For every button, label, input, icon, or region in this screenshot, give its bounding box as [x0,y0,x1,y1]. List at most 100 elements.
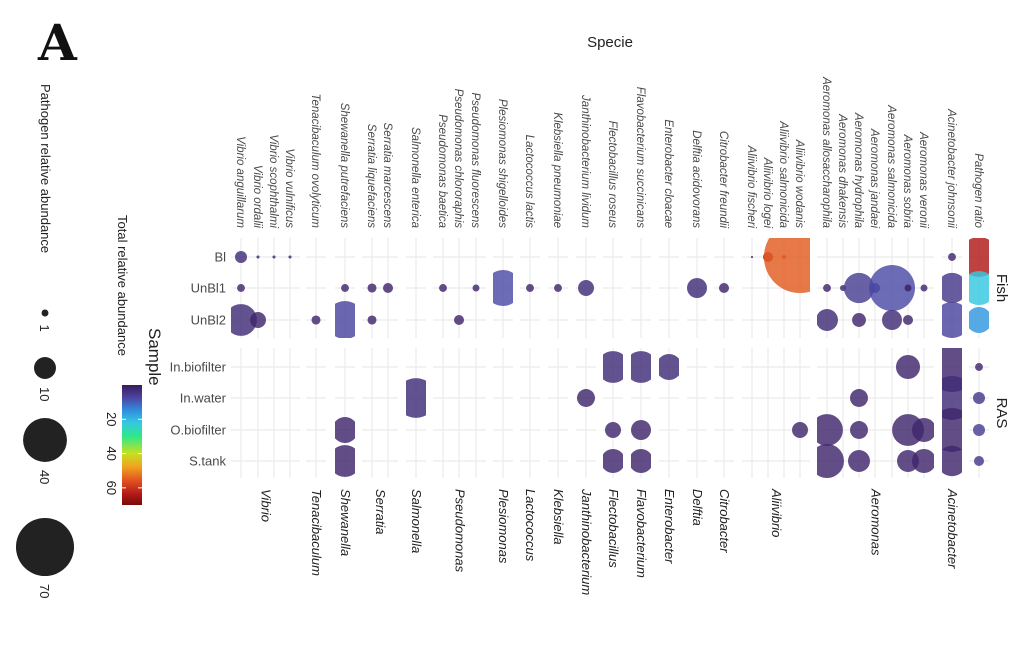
bubble-enterobacter-cloacae-in-biofilter [659,354,679,380]
species-label-acinetobacter-johnsonii: Acinetobacter johnsonii [945,108,957,228]
species-label-klebsiella-pneumoniae: Klebsiella pneumoniae [551,112,563,228]
bubble-shewanella-putrefaciens-s-tank [335,445,355,477]
bubble-acinetobacter-johnsonii-unbl2 [942,301,962,338]
bubble-flavobacterium-succinicans-s-tank [631,448,651,474]
species-label-salmonella-enterica: Salmonella enterica [409,127,421,228]
species-label-plesiomonas-shigelloides: Plesiomonas shigelloides [496,99,508,228]
species-label-vibrio-scophthalmi: Vibrio scophthalmi [267,134,279,228]
bubble-aeromonas-sobria-in-biofilter [895,354,921,380]
species-label-serratia-marcescens: Serratia marcescens [381,123,393,229]
genus-label-salmonella: Salmonella [409,489,424,553]
bubble-acinetobacter-johnsonii-s-tank [942,445,962,477]
size-legend-circle [34,357,56,379]
bubble-pathogen-ratio-unbl2 [969,307,989,333]
bubble-lactococcus-lactis-unbl1 [526,284,534,292]
genus-label-flectobacillus: Flectobacillus [606,489,621,568]
bubble-delftia-acidovorans-unbl1 [687,278,707,298]
size-legend-title: Pathogen relative abundance [38,84,53,253]
bubble-aeromonas-veronii-unbl1 [920,284,928,292]
colorbar-tick-label: 60 [104,481,119,495]
bubble-pseudomonas-baetica-unbl1 [439,284,447,292]
bubble-janthinobacterium-lividum-in-water [577,389,595,407]
bubbles [231,238,989,478]
colorbar-tick-label: 40 [104,446,119,460]
bubble-pseudomonas-fluorescens-unbl1 [472,284,480,292]
bubble-serratia-marcescens-unbl1 [382,282,394,294]
bubble-vibrio-anguillarum-unbl1 [237,284,245,292]
species-label-janthinobacterium-lividum: Janthinobacterium lividum [579,94,591,228]
size-legend-label: 10 [37,387,52,401]
bubble-vibrio-vulnificus-bl [288,255,292,259]
size-legend-circle [23,418,67,462]
bubble-tenacibaculum-ovolyticum-unbl2 [311,315,321,325]
species-label-shewanella-putrefaciens: Shewanella putrefaciens [338,103,350,229]
species-labels: Vibrio anguillarum Vibrio ordalii Vibrio s… [234,76,984,228]
genus-label-enterobacter: Enterobacter [662,489,677,564]
species-label-enterobacter-cloacae: Enterobacter cloacae [662,119,674,228]
bubble-aeromonas-hydrophila-s-tank [848,450,870,472]
bubble-pathogen-ratio-in-biofilter [975,363,983,371]
bubble-aeromonas-hydrophila-unbl1 [843,272,875,304]
facet-strip-labels: Fish RAS [993,274,1010,429]
bubble-aeromonas-salmonicida-unbl1 [868,264,916,312]
bubble-aeromonas-allosaccharophila-unbl2 [817,309,838,331]
size-legend: Pathogen relative abundance 1 10 40 70 [15,84,75,599]
bubble-pathogen-ratio-in-water [972,391,986,405]
sample-label-bl: Bl [214,250,226,265]
bubble-vibrio-anguillarum-bl [234,250,248,264]
sample-label-o-biofilter: O.biofilter [170,423,226,438]
bubble-aeromonas-allosaccharophila-unbl1 [823,284,831,292]
genus-label-shewanella: Shewanella [338,489,353,556]
sample-label-unbl1: UnBl1 [191,281,226,296]
species-label-aeromonas-hydrophila: Aeromonas hydrophila [852,112,864,228]
size-legend-label: 70 [37,584,52,598]
bubble-shewanella-putrefaciens-unbl2 [335,300,355,338]
species-label-pathogen-ratio: Pathogen ratio [972,153,984,228]
species-label-pseudomonas-fluorescens: Pseudomonas fluorescens [469,92,481,228]
sample-label-s-tank: S.tank [189,454,226,469]
bubble-serratia-liquefaciens-unbl2 [367,315,377,325]
bubble-vibrio-ordalii-unbl2 [250,312,266,328]
genus-label-pseudomonas: Pseudomonas [453,489,468,573]
genus-label-serratia: Serratia [373,489,388,535]
bubble-flectobacillus-roseus-in-biofilter [603,351,623,383]
bubble-acinetobacter-johnsonii-unbl1 [942,272,962,304]
species-label-vibrio-vulnificus: Vibrio vulnificus [283,148,295,228]
species-label-delftia-acidovorans: Delftia acidovorans [690,130,702,228]
species-label-aeromonas-allosaccharophila: Aeromonas allosaccharophila [820,76,832,228]
species-label-aeromonas-salmonicida: Aeromonas salmonicida [885,104,897,228]
genus-label-tenacibaculum: Tenacibaculum [309,489,324,576]
species-label-aeromonas-jandaei: Aeromonas jandaei [868,128,880,229]
bubble-pathogen-ratio-s-tank [973,455,985,467]
colorbar-tick-label: 20 [104,412,119,426]
species-label-aliivibrio-fischeri: Aliivibrio fischeri [745,145,757,229]
bubble-klebsiella-pneumoniae-unbl1 [554,284,562,292]
sample-labels: Bl UnBl1 UnBl2 In.biofilter In.water O.biofil… [170,250,227,469]
bubble-flavobacterium-succinicans-o-biofilter [631,420,651,440]
bubble-aeromonas-hydrophila-in-water [850,389,868,407]
size-legend-label: 1 [37,324,52,331]
bubble-pathogen-ratio-unbl1 [969,271,989,305]
strip-label-fish: Fish [993,274,1010,302]
bubble-acinetobacter-johnsonii-bl [948,253,956,261]
species-label-vibrio-ordalii: Vibrio ordalii [251,165,263,229]
genus-label-flavobacterium: Flavobacterium [634,489,649,578]
bubble-aliivibrio-fischeri-bl [750,255,754,259]
bubble-pathogen-ratio-o-biofilter [972,423,986,437]
bubble-citrobacter-freundii-unbl1 [718,282,730,294]
species-label-serratia-liquefaciens: Serratia liquefaciens [365,124,377,228]
bubble-flectobacillus-roseus-o-biofilter [605,422,621,438]
size-legend-circle [15,517,75,577]
genus-label-delftia: Delftia [690,489,705,526]
genus-label-klebsiella: Klebsiella [551,489,566,545]
bubble-acinetobacter-johnsonii-o-biofilter [942,408,962,452]
bubble-shewanella-putrefaciens-o-biofilter [335,417,355,443]
species-label-vibrio-anguillarum: Vibrio anguillarum [234,136,246,228]
species-label-flectobacillus-roseus: Flectobacillus roseus [606,121,618,229]
species-label-aliivibrio-wodanis: Aliivibrio wodanis [793,139,805,228]
bubble-shewanella-putrefaciens-unbl1 [341,284,349,292]
genus-label-lactococcus: Lactococcus [523,489,538,562]
bubble-salmonella-enterica-in-water [406,378,426,418]
genus-label-vibrio: Vibrio [259,489,274,522]
